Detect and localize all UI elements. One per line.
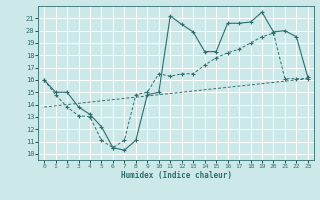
X-axis label: Humidex (Indice chaleur): Humidex (Indice chaleur): [121, 171, 231, 180]
